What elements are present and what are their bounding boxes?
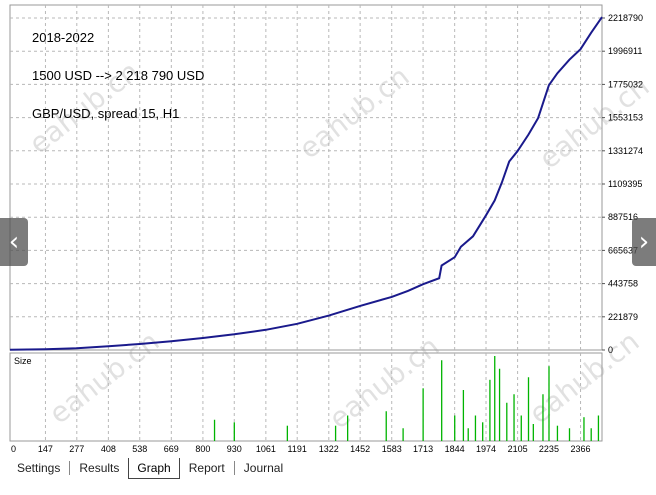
x-tick-label: 277 — [69, 444, 84, 454]
size-bar — [213, 419, 216, 441]
size-bar — [441, 360, 443, 441]
x-tick-label: 1191 — [288, 444, 307, 454]
size-bar — [498, 368, 501, 441]
x-tick-label: 538 — [132, 444, 147, 454]
size-bar — [474, 415, 477, 441]
y-tick-label: 1331274 — [608, 146, 643, 156]
tester-tabs: Settings Results Graph Report Journal — [8, 457, 292, 479]
tab-graph[interactable]: Graph — [128, 458, 180, 479]
chevron-left-icon: ‹ — [8, 227, 20, 257]
size-bar — [527, 377, 530, 441]
y-tick-label: 887516 — [608, 212, 638, 222]
size-bar — [548, 366, 550, 441]
chevron-right-icon: › — [638, 227, 650, 257]
y-axis-labels: 0 221879 443758 665637 887516 1109395 1331274 1… — [602, 13, 643, 355]
y-tick-label: 1553153 — [608, 113, 643, 123]
size-bar — [489, 379, 491, 441]
next-image-button[interactable]: › — [632, 218, 656, 266]
x-tick-label: 930 — [227, 444, 242, 454]
size-chart-grid — [44, 353, 582, 441]
chart-annotation: GBP/USD, spread 15, H1 — [32, 106, 179, 121]
size-bar — [597, 415, 600, 441]
size-bar — [556, 425, 559, 441]
x-tick-label: 2235 — [539, 444, 559, 454]
size-bars — [213, 356, 600, 441]
size-bar — [385, 411, 387, 441]
tab-settings[interactable]: Settings — [17, 461, 61, 475]
x-tick-label: 1974 — [476, 444, 496, 454]
size-bar — [346, 415, 349, 441]
x-axis-labels: 0 147 277 408 538 669 800 930 1061 1191 1322 1452 15… — [11, 444, 591, 454]
size-bar — [402, 428, 404, 441]
y-tick-label: 2218790 — [608, 13, 643, 23]
x-tick-label: 408 — [101, 444, 116, 454]
size-label: Size — [14, 356, 32, 366]
y-tick-label: 0 — [608, 345, 613, 355]
chart-annotation: 2018-2022 — [32, 30, 94, 45]
tab-report[interactable]: Report — [188, 461, 225, 475]
y-tick-label: 221879 — [608, 312, 638, 322]
chart-annotation: 1500 USD --> 2 218 790 USD — [32, 68, 204, 83]
size-bar — [513, 394, 515, 441]
x-tick-label: 1322 — [319, 444, 339, 454]
size-bar — [233, 422, 235, 441]
y-tick-label: 1109395 — [608, 179, 642, 189]
x-tick-label: 1452 — [350, 444, 370, 454]
chart-annotations: 2018-2022 1500 USD --> 2 218 790 USD GBP/U… — [32, 30, 204, 121]
y-tick-label: 1775032 — [608, 79, 643, 89]
size-bar — [532, 424, 534, 441]
size-bar — [520, 415, 522, 441]
prev-image-button[interactable]: ‹ — [0, 218, 28, 266]
size-bar — [590, 428, 592, 441]
size-bar — [462, 390, 465, 441]
size-bar — [568, 428, 571, 441]
x-tick-label: 1713 — [413, 444, 433, 454]
y-tick-label: 443758 — [608, 279, 638, 289]
balance-chart-grid — [10, 5, 602, 350]
size-bar — [494, 356, 496, 441]
x-tick-label: 669 — [164, 444, 179, 454]
x-tick-label: 2105 — [508, 444, 528, 454]
y-tick-label: 665637 — [608, 245, 638, 255]
y-tick-label: 1996911 — [608, 46, 642, 56]
tab-results[interactable]: Results — [79, 461, 120, 475]
watermark-text: eahub.cn — [523, 325, 646, 431]
size-bar — [506, 402, 508, 441]
x-tick-label: 1061 — [256, 444, 276, 454]
size-bar — [467, 428, 469, 441]
size-bar — [334, 425, 337, 441]
tab-separator — [69, 461, 71, 475]
watermark-text: eahub.cn — [323, 330, 446, 436]
x-tick-label: 0 — [11, 444, 16, 454]
watermark-text: eahub.cn — [43, 325, 166, 431]
x-tick-label: 1844 — [445, 444, 465, 454]
x-tick-label: 800 — [195, 444, 210, 454]
size-bar — [542, 394, 544, 441]
size-chart-border — [9, 352, 603, 442]
watermark-text: eahub.cn — [293, 60, 416, 166]
balance-line — [9, 16, 603, 351]
size-bar — [454, 415, 456, 441]
size-bar — [482, 422, 484, 441]
size-bar — [422, 388, 424, 441]
x-tick-label: 2366 — [571, 444, 591, 454]
tab-journal[interactable]: Journal — [243, 461, 284, 475]
x-tick-label: 1583 — [382, 444, 402, 454]
tab-separator — [233, 461, 235, 475]
x-tick-label: 147 — [38, 444, 53, 454]
size-bar — [583, 417, 585, 441]
balance-chart-border — [9, 4, 603, 351]
size-bar — [286, 425, 289, 441]
